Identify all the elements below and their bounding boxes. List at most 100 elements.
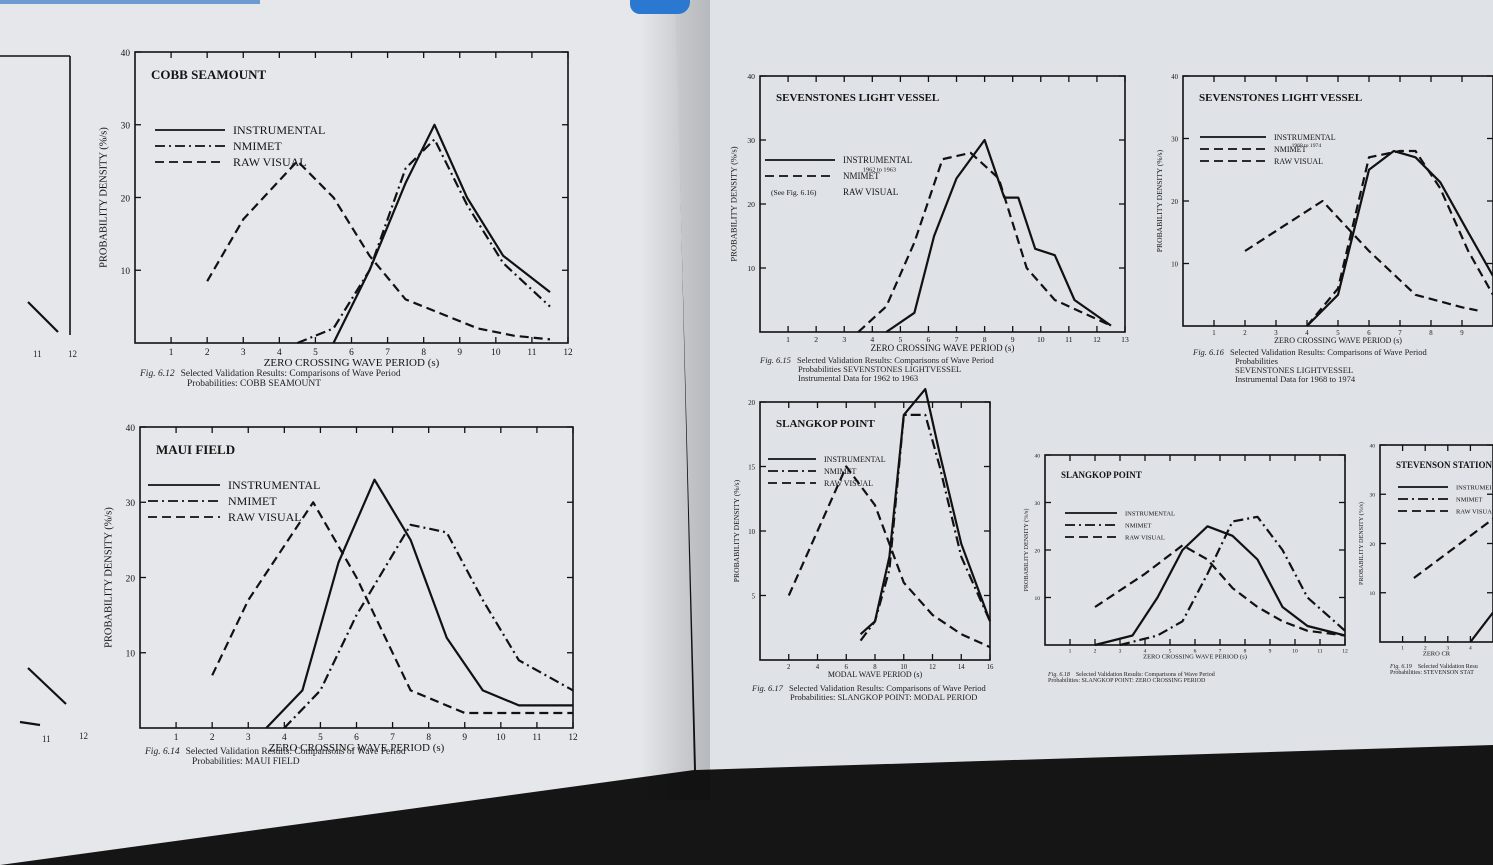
x-tick-label: 2 [205,348,210,358]
partial-line-3 [19,720,41,727]
x-tick-label: 3 [1119,649,1122,655]
x-tick-label: 6 [1194,649,1197,655]
legend-label: RAW VISUAL [824,479,873,488]
y-tick-label: 30 [1034,501,1040,507]
caption-fig-6-12: Fig. 6.12 Selected Validation Results: Co… [140,369,401,390]
legend-label: INSTRUMENTAL [1274,133,1336,142]
series-line [1413,518,1493,579]
x-tick-label: 12 [1093,335,1101,344]
partial-line-1 [27,301,59,333]
y-axis-label: PROBABILITY DENSITY (%/s) [1023,509,1030,592]
x-tick-label: 2 [814,335,818,344]
y-tick-label: 30 [126,499,136,509]
x-tick-label: 7 [385,348,390,358]
legend-label: RAW VISUAL [233,155,307,169]
y-tick-label: 20 [1369,542,1375,548]
y-tick-label: 10 [1034,596,1040,602]
caption-fig-number: Fig. 6.12 [140,369,175,379]
x-tick-label: 12 [1342,649,1348,655]
x-tick-label: 13 [1121,335,1129,344]
x-axis-label: ZERO CROSSING WAVE PERIOD (s) [269,742,445,754]
legend-label: INSTRUMENTAL [1125,510,1175,517]
x-tick-label: 6 [349,348,354,358]
legend-label: NMIMET [233,139,282,153]
caption-line: Instrumental Data for 1968 to 1974 [1235,373,1356,384]
legend-label: NMIMET [1125,522,1151,529]
x-tick-label: 3 [842,335,846,344]
series-line [857,151,1112,333]
chart-title: SEVENSTONES LIGHT VESSEL [1199,92,1362,104]
y-tick-label: 20 [126,574,136,584]
x-tick-label: 12 [568,733,578,743]
partial-tick-label: 12 [68,349,77,359]
x-tick-label: 5 [1336,330,1340,337]
series-line [1469,611,1493,643]
x-tick-label: 11 [1317,649,1323,655]
y-tick-label: 10 [1369,591,1375,597]
x-tick-label: 5 [1169,649,1172,655]
caption-line: Probabilities: COBB SEAMOUNT [187,378,322,389]
legend-note: (See Fig. 6.16) [771,188,817,197]
x-tick-label: 7 [955,335,959,344]
x-tick-label: 2 [1094,649,1097,655]
y-tick-label: 10 [1171,261,1178,268]
x-tick-label: 10 [1292,649,1298,655]
legend-label: RAW VISUAL [843,187,898,197]
blue-tape [630,0,690,14]
x-tick-label: 3 [246,733,251,743]
x-tick-label: 9 [462,733,467,743]
x-tick-label: 9 [1269,649,1272,655]
legend-label: INSTRUMEI [1456,484,1491,491]
x-tick-label: 4 [282,733,287,743]
x-tick-label: 1 [786,335,790,344]
x-tick-label: 9 [1011,335,1015,344]
x-tick-label: 8 [983,335,987,344]
caption-line: Selected Validation Results: Comparisons… [788,683,986,693]
x-tick-label: 6 [1367,330,1371,337]
caption-fig-number: Fig. 6.14 [145,747,180,757]
x-tick-label: 11 [527,348,536,358]
caption-line: Selected Validation Results: Comparisons… [185,747,406,757]
caption-line: SEVENSTONES LIGHTVESSEL [1235,364,1354,375]
caption-line: Probabilities: STEVENSON STAT [1390,670,1474,677]
y-tick-label: 20 [1171,199,1178,206]
chart-title: SEVENSTONES LIGHT VESSEL [776,92,939,104]
series-line [1094,544,1346,637]
x-tick-label: 4 [870,335,874,344]
y-tick-label: 10 [748,529,755,536]
caption-line: Probabilities: SLANGKOP POINT: ZERO CROS… [1048,678,1206,685]
x-tick-label: 3 [1274,330,1278,337]
x-tick-label: 1 [1401,646,1404,652]
caption-fig-6-14: Fig. 6.14 Selected Validation Results: Co… [145,747,406,768]
y-tick-label: 10 [121,267,131,277]
x-tick-label: 11 [532,733,541,743]
x-tick-label: 2 [1243,330,1247,337]
caption-line: Selected Validation Results: Comparisons… [1075,672,1215,678]
y-tick-label: 40 [1171,74,1178,81]
caption-line: Probabilities [1235,355,1278,366]
y-tick-label: 15 [748,464,755,471]
x-tick-label: 5 [313,348,318,358]
x-tick-label: 5 [318,733,323,743]
caption-fig-6-18: Fig. 6.18 Selected Validation Results: Co… [1048,672,1215,685]
caption-line: Selected Validation Results: Comparisons… [1229,347,1427,357]
x-tick-label: 4 [277,348,282,358]
caption-line: Probabilities: SLANGKOP POINT: MODAL PER… [790,691,978,702]
x-tick-label: 3 [241,348,246,358]
series-line [283,523,574,729]
x-tick-label: 10 [900,664,907,671]
x-tick-label: 4 [1144,649,1147,655]
caption-line: Instrumental Data for 1962 to 1963 [798,372,919,383]
y-axis-label: PROBABILITY DENSITY (%/s) [98,127,109,268]
x-tick-label: 11 [1065,335,1073,344]
legend-label: INSTRUMENTAL [824,455,886,464]
partial-line-2 [27,667,67,705]
y-tick-label: 40 [1034,453,1040,459]
x-tick-label: 14 [958,664,965,671]
y-axis-label: PROBABILITY DENSITY (%/s) [729,146,739,261]
x-tick-label: 6 [845,664,849,671]
